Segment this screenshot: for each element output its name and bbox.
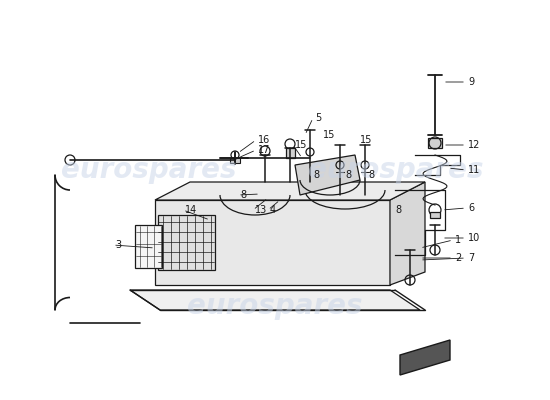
Text: 15: 15	[295, 140, 307, 150]
Text: 16: 16	[258, 135, 270, 145]
Text: 4: 4	[270, 205, 276, 215]
Text: 6: 6	[468, 203, 474, 213]
Polygon shape	[428, 138, 442, 148]
Text: 3: 3	[115, 240, 121, 250]
Text: 8: 8	[345, 170, 351, 180]
Polygon shape	[130, 290, 420, 310]
Text: 10: 10	[468, 233, 480, 243]
Polygon shape	[400, 340, 450, 375]
Text: 8: 8	[368, 170, 374, 180]
Text: 5: 5	[315, 113, 321, 123]
Polygon shape	[155, 200, 390, 285]
Text: 8: 8	[240, 190, 246, 200]
Polygon shape	[390, 182, 425, 285]
Text: eurospares: eurospares	[187, 292, 363, 320]
Text: eurospares: eurospares	[308, 156, 484, 184]
Text: 1: 1	[455, 235, 461, 245]
Text: eurospares: eurospares	[60, 156, 236, 184]
Text: 8: 8	[395, 205, 401, 215]
Text: 15: 15	[323, 130, 336, 140]
Text: 11: 11	[468, 165, 480, 175]
Polygon shape	[430, 212, 440, 218]
Text: 17: 17	[258, 145, 271, 155]
Text: 14: 14	[185, 205, 197, 215]
Polygon shape	[230, 158, 240, 163]
Polygon shape	[155, 182, 425, 200]
Text: 9: 9	[468, 77, 474, 87]
Polygon shape	[286, 148, 295, 158]
Text: 7: 7	[468, 253, 474, 263]
Polygon shape	[135, 225, 162, 268]
Text: 2: 2	[455, 253, 461, 263]
Text: 8: 8	[313, 170, 319, 180]
Text: 13: 13	[255, 205, 267, 215]
Polygon shape	[295, 155, 360, 195]
Text: 15: 15	[360, 135, 372, 145]
Text: 12: 12	[468, 140, 480, 150]
Polygon shape	[158, 215, 215, 270]
